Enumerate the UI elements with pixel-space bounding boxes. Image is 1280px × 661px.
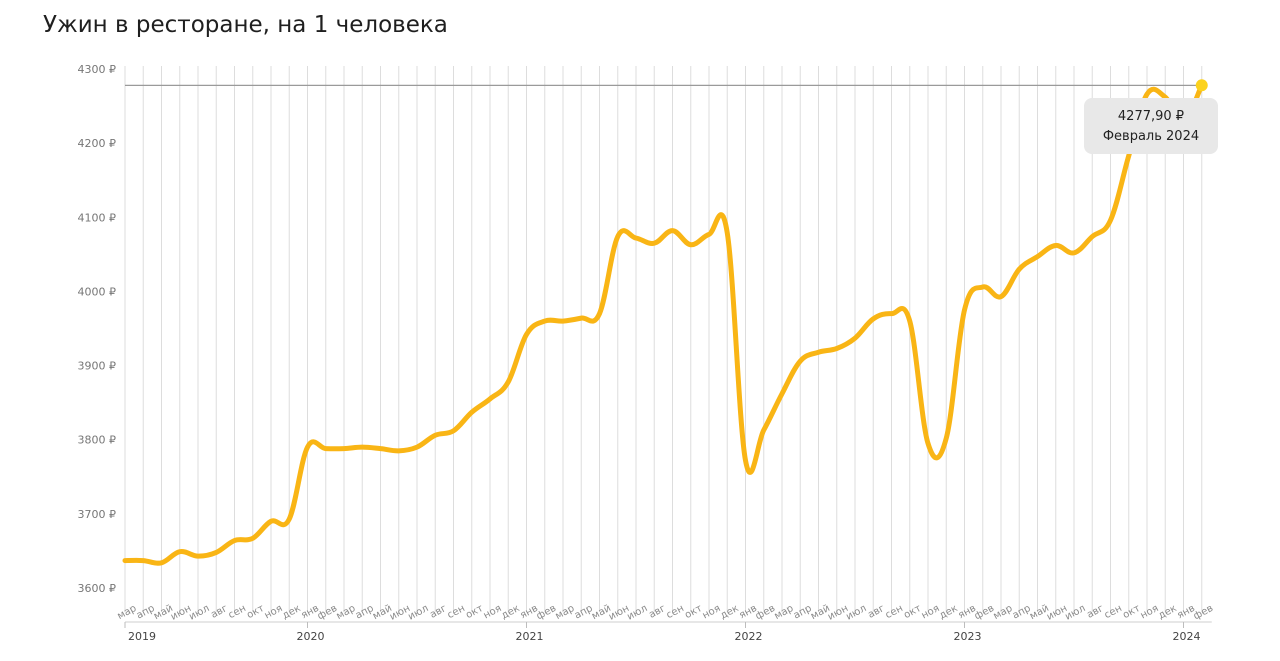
x-axis-month-labels: марапрмайиюниюлавгсеноктноядекянвфевмара… [116, 603, 1216, 623]
year-label: 2022 [735, 630, 763, 643]
tooltip: 4277,90 ₽ Февраль 2024 [1084, 98, 1218, 154]
x-tick-label: июл [844, 603, 868, 623]
x-tick-label: фев [1192, 603, 1215, 622]
series-line[interactable] [122, 82, 1205, 566]
y-tick-label: 4000 ₽ [78, 285, 117, 298]
y-tick-label: 4200 ₽ [78, 137, 117, 150]
x-tick-label: июл [625, 603, 649, 623]
tooltip-value: 4277,90 ₽ [1117, 109, 1185, 124]
y-tick-label: 3800 ₽ [78, 434, 117, 447]
tooltip-label: Февраль 2024 [1102, 129, 1200, 144]
chart-title: Ужин в ресторане, на 1 человека [43, 12, 448, 38]
y-tick-label: 3600 ₽ [78, 582, 117, 595]
year-label: 2021 [516, 630, 544, 643]
x-tick-label: июл [406, 603, 430, 623]
y-tick-label: 4100 ₽ [78, 211, 117, 224]
year-label: 2023 [954, 630, 982, 643]
year-label: 2020 [297, 630, 325, 643]
x-tick-label: июл [1063, 603, 1087, 623]
year-label: 2019 [128, 630, 156, 643]
year-label: 2024 [1173, 630, 1201, 643]
y-axis: 3600 ₽ 3700 ₽ 3800 ₽ 3900 ₽ 4000 ₽ 4100 ₽ 4200… [78, 63, 117, 595]
highlight-point[interactable] [1195, 79, 1208, 92]
x-tick-label: июл [187, 603, 211, 623]
x-axis-year-labels: 2019 2020 2021 2022 2023 2024 [124, 622, 1201, 643]
vertical-gridlines [124, 66, 1203, 612]
y-tick-label: 3700 ₽ [78, 508, 117, 521]
y-tick-label: 3900 ₽ [78, 360, 117, 373]
y-tick-label: 4300 ₽ [78, 63, 117, 76]
